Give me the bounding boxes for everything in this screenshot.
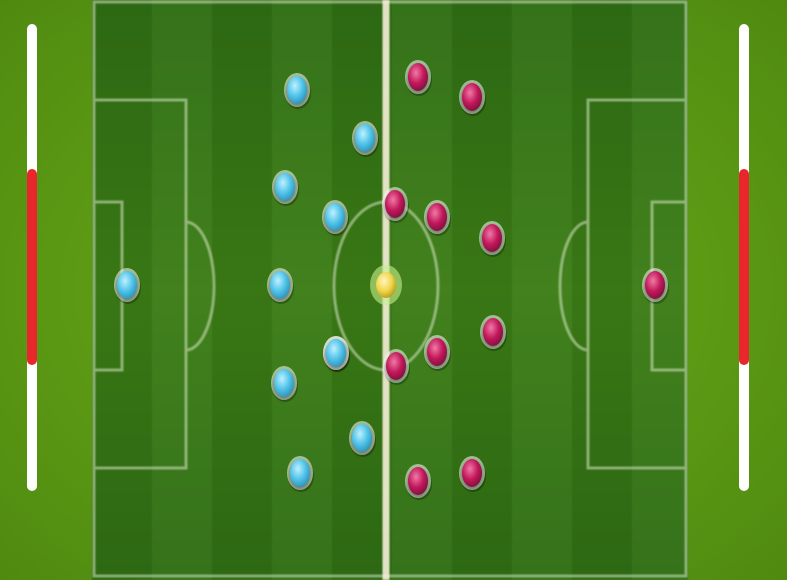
- left-team-player-6[interactable]: [267, 268, 294, 304]
- left-penalty-arc: [185, 220, 216, 352]
- left-team-player-5[interactable]: [322, 200, 349, 236]
- right-team-player-9[interactable]: [383, 349, 410, 385]
- right-team-player-6[interactable]: [642, 268, 669, 304]
- team-left-players: [114, 73, 379, 492]
- left-team-player-10[interactable]: [287, 456, 314, 492]
- left-power-meter: [27, 24, 37, 491]
- right-team-player-2[interactable]: [459, 80, 486, 116]
- ball-layer: [370, 265, 402, 305]
- team-right-players: [382, 60, 669, 500]
- ball-icon[interactable]: [370, 265, 402, 305]
- left-power-meter-fill: [27, 169, 37, 365]
- left-team-player-8[interactable]: [271, 366, 298, 402]
- left-team-player-3[interactable]: [352, 121, 379, 157]
- right-team-player-4[interactable]: [424, 200, 451, 236]
- left-team-player-9[interactable]: [349, 421, 376, 457]
- right-power-meter: [739, 24, 749, 491]
- right-team-player-11[interactable]: [459, 456, 486, 492]
- right-penalty-box: [586, 98, 688, 470]
- left-team-player-11[interactable]: [323, 336, 350, 372]
- left-team-player-2[interactable]: [284, 73, 311, 109]
- right-team-player-5[interactable]: [479, 221, 506, 257]
- right-team-player-7[interactable]: [480, 315, 507, 351]
- left-team-player-4[interactable]: [272, 170, 299, 206]
- right-team-player-10[interactable]: [405, 464, 432, 500]
- right-team-player-8[interactable]: [424, 335, 451, 371]
- left-team-player-1[interactable]: [114, 268, 141, 304]
- right-power-meter-fill: [739, 169, 749, 365]
- right-team-player-1[interactable]: [405, 60, 432, 96]
- right-penalty-arc: [558, 220, 589, 352]
- right-team-player-3[interactable]: [382, 187, 409, 223]
